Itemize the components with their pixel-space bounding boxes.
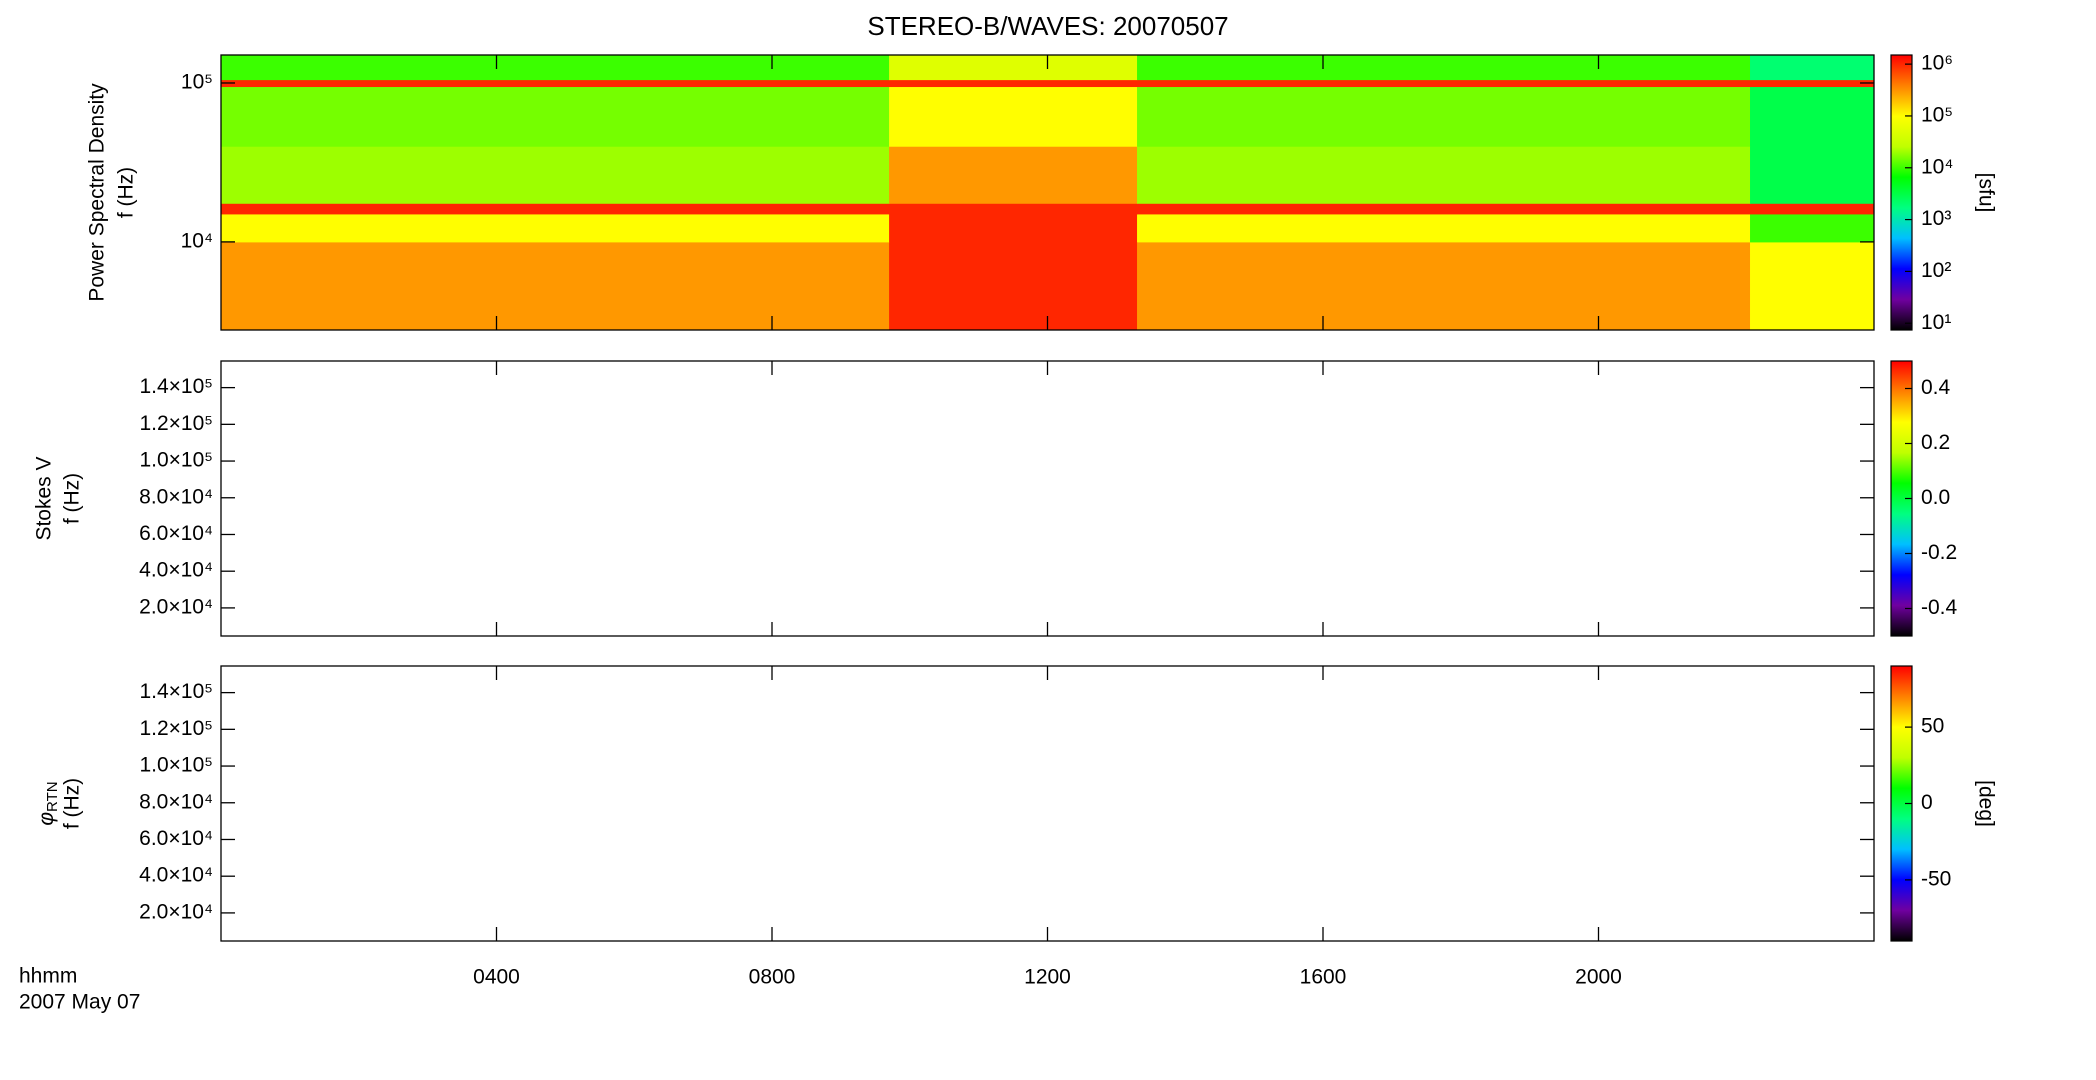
colorbar-tick-label: 0 [1921, 791, 1933, 814]
heatmap-cell [1750, 241, 1875, 331]
y-tick-label: 2.0×10⁴ [139, 900, 213, 923]
heatmap-cell [889, 203, 1138, 215]
x-tick-label: 0800 [749, 966, 796, 989]
heatmap-cell [889, 79, 1138, 88]
y-tick-label: 4.0×10⁴ [139, 864, 213, 887]
colorbar-tick-label: 10³ [1921, 207, 1951, 230]
heatmap-cell [889, 86, 1138, 147]
heatmap-cell [1137, 86, 1751, 147]
heatmap-cell [221, 146, 890, 204]
heatmap-cell [221, 55, 890, 81]
plot-area [221, 666, 1874, 941]
x-tick-label: 2000 [1575, 966, 1622, 989]
colorbar-tick-label: 10¹ [1921, 311, 1951, 334]
heatmap-cell [889, 146, 1138, 204]
subscript: RTN [44, 781, 61, 812]
y-axis-symbol: φRTN [35, 781, 61, 825]
heatmap-cell [1750, 86, 1875, 147]
colorbar-tick-label: -0.2 [1921, 541, 1957, 564]
y-tick-label: 8.0×10⁴ [139, 485, 213, 508]
x-tick-label: 0400 [473, 966, 520, 989]
y-tick-label: 1.2×10⁵ [139, 412, 213, 435]
y-tick-label: 10⁴ [181, 229, 213, 252]
heatmap-cell [221, 86, 890, 147]
y-axis-label: Power Spectral Density [86, 83, 109, 302]
heatmap-cell [1137, 213, 1751, 243]
heatmap-cell [1750, 55, 1875, 81]
y-tick-label: 6.0×10⁴ [139, 827, 213, 850]
plot-area [221, 361, 1874, 636]
x-tick-label: 1200 [1024, 966, 1071, 989]
heatmap-cell [1137, 241, 1751, 331]
x-tick-label: 1600 [1300, 966, 1347, 989]
heatmap-cell [1137, 146, 1751, 204]
heatmap-cell [1750, 213, 1875, 243]
y-tick-label: 1.4×10⁵ [139, 680, 213, 703]
colorbar-tick-label: 10² [1921, 259, 1951, 282]
colorbar-label: [sfu] [1974, 173, 1997, 213]
heatmap-cell [1137, 79, 1751, 88]
y-axis-label: f (Hz) [61, 473, 84, 524]
colorbar-tick-label: 0.4 [1921, 376, 1951, 399]
y-tick-label: 1.0×10⁵ [139, 754, 213, 777]
date-label: 2007 May 07 [19, 991, 140, 1014]
y-tick-label: 10⁵ [181, 71, 213, 94]
colorbar-tick-label: 10⁶ [1921, 52, 1953, 75]
heatmap-cell [221, 241, 890, 331]
y-tick-label: 1.4×10⁵ [139, 375, 213, 398]
heatmap-cell [221, 203, 890, 215]
chart-title: STEREO-B/WAVES: 20070507 [867, 11, 1228, 41]
heatmap-cell [221, 213, 890, 243]
y-tick-label: 8.0×10⁴ [139, 790, 213, 813]
heatmap-cell [889, 55, 1138, 81]
colorbar-tick-label: -0.4 [1921, 596, 1958, 619]
heatmap-cell [889, 213, 1138, 243]
heatmap-cell [1137, 55, 1751, 81]
y-tick-label: 4.0×10⁴ [139, 559, 213, 582]
colorbar [1890, 54, 1913, 331]
heatmap-cell [1750, 203, 1875, 215]
colorbar-tick-label: 50 [1921, 715, 1944, 738]
y-tick-label: 2.0×10⁴ [139, 595, 213, 618]
heatmap-cell [1750, 146, 1875, 204]
heatmap-cell [1137, 203, 1751, 215]
colorbar-tick-label: 10⁴ [1921, 155, 1953, 178]
colorbar-tick-label: -50 [1921, 867, 1951, 890]
y-tick-label: 1.2×10⁵ [139, 717, 213, 740]
y-axis-label: Stokes V [33, 456, 56, 540]
heatmap-cell [889, 241, 1138, 331]
colorbar-tick-label: 10⁵ [1921, 103, 1953, 126]
colorbar-tick-label: 0.2 [1921, 431, 1950, 454]
y-axis-label: f (Hz) [115, 167, 138, 218]
colorbar-tick-label: 0.0 [1921, 486, 1950, 509]
x-axis-label: hhmm [19, 965, 77, 988]
heatmap-cell [1750, 79, 1875, 88]
y-tick-label: 1.0×10⁵ [139, 449, 213, 472]
colorbar-label: [deg] [1974, 780, 1997, 827]
y-tick-label: 6.0×10⁴ [139, 522, 213, 545]
y-axis-label: f (Hz) [61, 778, 84, 829]
heatmap-cell [221, 79, 890, 88]
symbol: φ [35, 812, 58, 826]
